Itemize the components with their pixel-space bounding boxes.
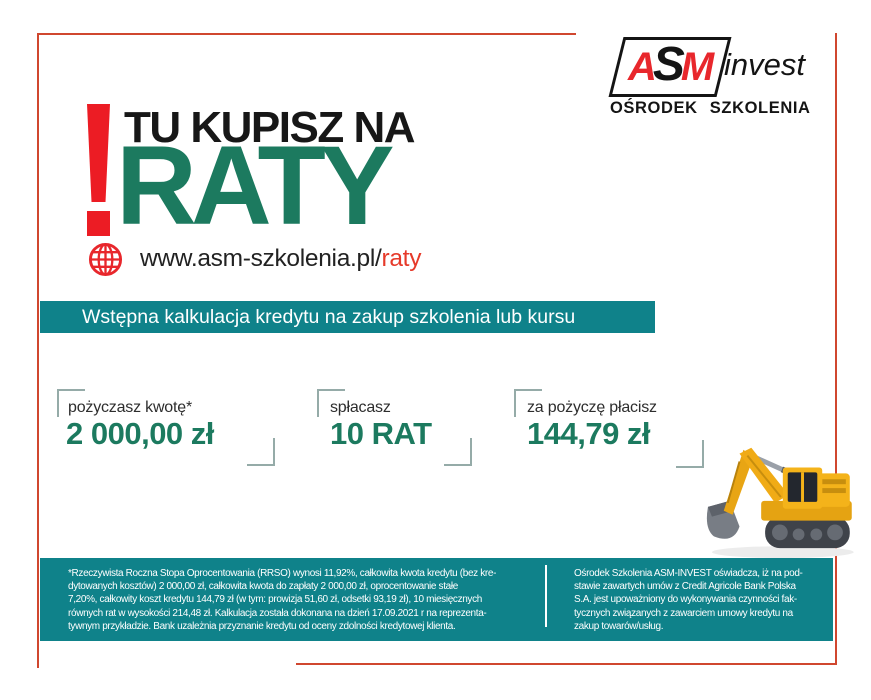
stat3-label: za pożyczę płacisz <box>527 399 657 416</box>
headline-line1: TU KUPISZ NA <box>124 103 416 152</box>
legal-text-right: Ośrodek Szkolenia ASM-INVEST oświadcza, … <box>574 567 824 633</box>
footer-divider <box>545 565 547 627</box>
stat2-bracket-bottomright <box>444 438 472 466</box>
stat3-bracket-topleft <box>514 389 542 417</box>
calculation-banner: Wstępna kalkulacja kredytu na zakup szko… <box>40 301 655 333</box>
legal-left-line: tywnym przykładzie. Bank uzależnia przyz… <box>68 620 456 632</box>
legal-right-line: tycznych związanych z zawarciem umowy kr… <box>574 607 793 619</box>
frame-left-line <box>37 33 39 668</box>
frame-right-line <box>835 33 837 665</box>
excavator-image <box>706 447 854 559</box>
legal-right-line: stawie zawartych umów z Credit Agricole … <box>574 581 796 593</box>
stat1-value: 2 000,00 zł <box>66 416 214 451</box>
asm-invest-logo: ASM invest OŚRODEK SZKOLENIA <box>598 35 853 125</box>
legal-left-line: równych rat w wysokości 214,48 zł. Kalku… <box>68 607 487 619</box>
stat2-value: 10 RAT <box>330 416 432 451</box>
logo-asm-letters: ASM <box>628 38 714 91</box>
website-base: www.asm-szkolenia.pl/ <box>140 245 382 272</box>
stat1-bracket-bottomright <box>247 438 275 466</box>
legal-left-line: dytowanych kosztów) 2 000,00 zł, całkowi… <box>68 581 458 593</box>
logo-letter-m: M <box>680 45 714 89</box>
stat3-value: 144,79 zł <box>527 416 651 451</box>
logo-letter-a: A <box>628 45 657 89</box>
globe-icon <box>88 242 123 276</box>
website-link[interactable]: www.asm-szkolenia.pl/raty <box>140 245 421 273</box>
exclamation-mark-bar <box>87 104 110 202</box>
legal-left-line: *Rzeczywista Roczna Stopa Oprocentowania… <box>68 568 497 579</box>
headline-line2: RATY <box>116 123 395 248</box>
logo-invest-text: invest <box>724 47 805 82</box>
stat3-bracket-bottomright <box>676 440 704 468</box>
stat1-bracket-topleft <box>57 389 85 417</box>
stat1-label: pożyczasz kwotę* <box>68 399 192 416</box>
legal-footer: *Rzeczywista Roczna Stopa Oprocentowania… <box>40 558 833 641</box>
website-highlight: raty <box>381 245 422 272</box>
legal-right-line: zakup towarów/usług. <box>574 620 664 632</box>
legal-right-line: S.A. jest upoważniony do wykonywania czy… <box>574 594 797 606</box>
website-row: www.asm-szkolenia.pl/raty <box>88 241 421 277</box>
legal-text-left: *Rzeczywista Roczna Stopa Oprocentowania… <box>68 567 538 633</box>
exclamation-mark-dot <box>87 211 110 236</box>
logo-letter-s: S <box>652 38 685 91</box>
logo-subtitle: OŚRODEK SZKOLENIA <box>610 99 811 117</box>
legal-right-line: Ośrodek Szkolenia ASM-INVEST oświadcza, … <box>574 568 803 579</box>
frame-top-line <box>37 33 576 35</box>
legal-left-line: 7,20%, całkowity koszt kredytu 144,79 zł… <box>68 594 482 606</box>
stat2-label: spłacasz <box>330 399 391 416</box>
stat2-bracket-topleft <box>317 389 345 417</box>
frame-bottom-line <box>296 663 837 665</box>
